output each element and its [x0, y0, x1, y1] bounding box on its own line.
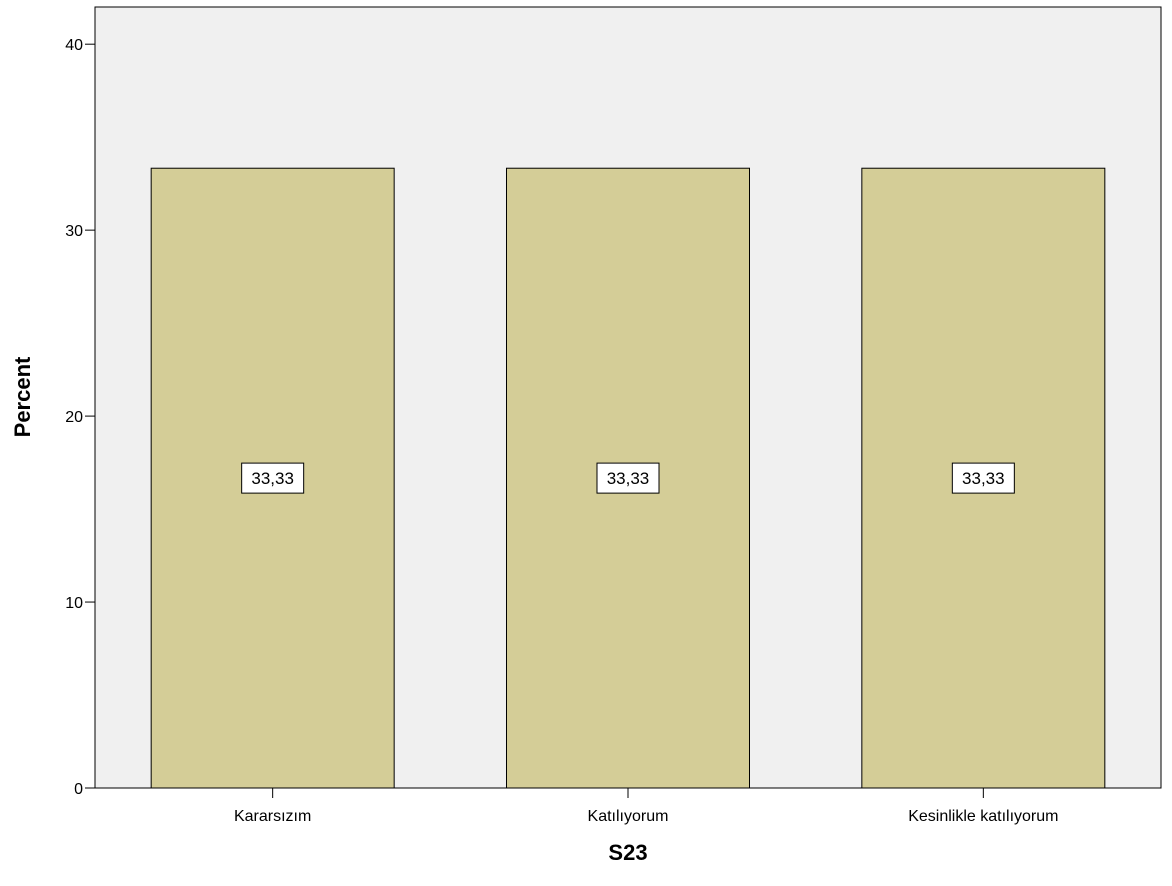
data-label-box [241, 462, 305, 494]
data-label-box [951, 462, 1015, 494]
bars-group: 33,33 33,33 33,33 [150, 167, 1106, 789]
y-tick-label: 30 [65, 223, 83, 240]
y-axis: 0 10 20 30 40 [65, 37, 95, 798]
x-axis: Kararsızım Katılıyorum Kesinlikle katılıyo… [234, 788, 1058, 825]
y-tick-label: 0 [74, 781, 83, 798]
y-tick-label: 20 [65, 409, 83, 426]
data-label-box [596, 462, 660, 494]
y-tick-label: 40 [65, 37, 83, 54]
data-label: 33,33 [251, 469, 294, 488]
x-axis-title: S23 [608, 840, 647, 865]
data-label: 33,33 [962, 469, 1005, 488]
data-label: 33,33 [607, 469, 650, 488]
x-tick-label: Kararsızım [234, 808, 311, 825]
y-axis-title: Percent [10, 356, 35, 437]
x-tick-label: Katılıyorum [588, 808, 669, 825]
x-tick-label: Kesinlikle katılıyorum [908, 808, 1058, 825]
y-tick-label: 10 [65, 595, 83, 612]
